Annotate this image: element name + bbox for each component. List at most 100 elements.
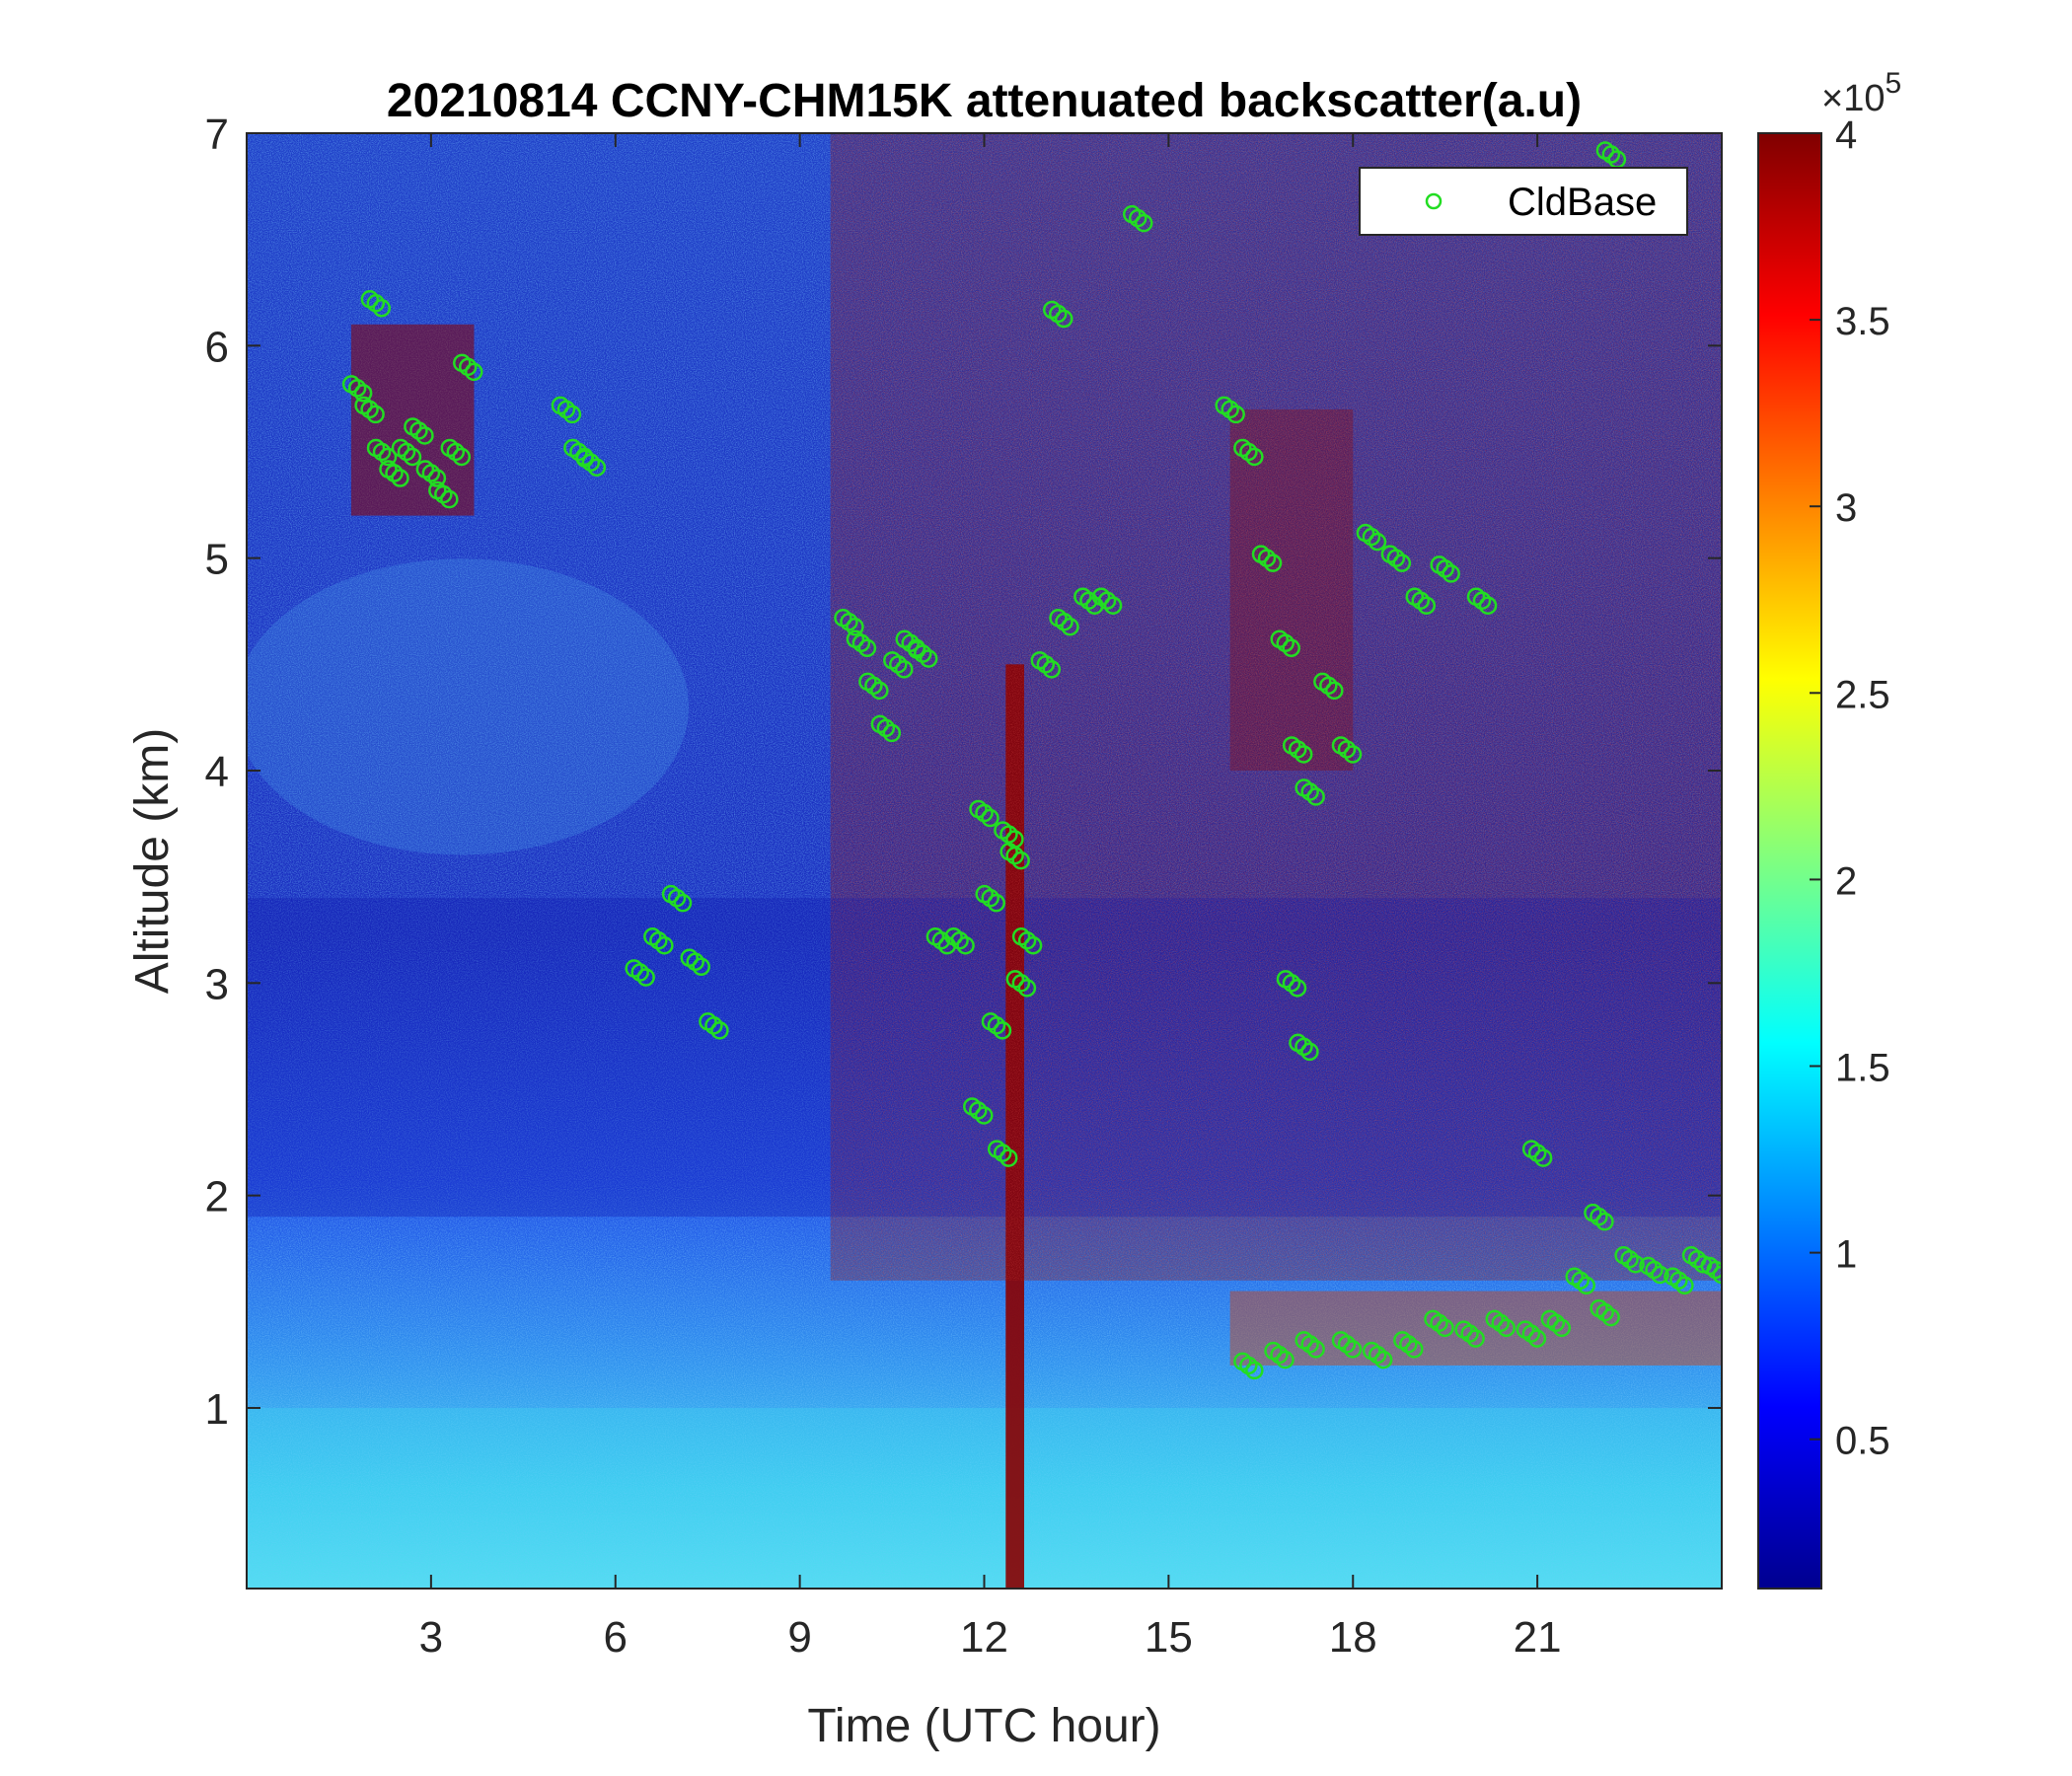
x-axis-label: Time (UTC hour): [807, 1700, 1160, 1752]
cldbase-point: [1055, 309, 1073, 329]
cldbase-point: [440, 489, 459, 509]
colorbar-ticks: 0.5 1 1.5 2 2.5 3 3.5 4: [1810, 113, 1890, 1463]
cldbase-point: [1442, 564, 1460, 583]
colorbar-tick-label: 3.5: [1835, 300, 1890, 343]
cldbase-point: [415, 460, 435, 479]
cldbase-point: [1134, 213, 1153, 233]
x-tick-label: 3: [419, 1613, 443, 1662]
cldbase-point: [710, 1021, 729, 1040]
y-tick-label: 6: [205, 323, 229, 371]
cldbase-point: [999, 1148, 1018, 1167]
x-tick-label: 15: [1145, 1613, 1193, 1662]
cldbase-point: [551, 396, 570, 415]
cldbase-point: [1331, 1331, 1351, 1350]
cldbase-point: [1454, 1320, 1473, 1339]
cldbase-point: [846, 629, 865, 649]
colorbar-tick-label: 2: [1835, 859, 1857, 903]
colorbar-gradient: [1757, 132, 1822, 1590]
cldbase-point: [1405, 1340, 1424, 1359]
cldbase-point: [1061, 618, 1079, 636]
colorbar-tick-label: 3: [1835, 486, 1857, 530]
colorbar-exponent: ×105: [1821, 67, 1901, 119]
y-axis-label: Altitude (km): [126, 728, 179, 994]
cldbase-point: [846, 618, 864, 636]
cldbase-point: [1614, 1245, 1633, 1265]
legend: CldBase: [1359, 167, 1688, 236]
cldbase-point: [969, 799, 988, 819]
cldbase-point: [1306, 787, 1325, 806]
cldbase-point: [858, 672, 877, 692]
cldbase-point: [372, 299, 392, 318]
cldbase-point: [341, 375, 361, 394]
cldbase-point: [1577, 1276, 1595, 1295]
cldbase-point: [1306, 1340, 1325, 1359]
cldbase-point: [994, 821, 1012, 840]
cldbase-point: [1639, 1256, 1658, 1276]
cldbase-point: [882, 723, 902, 743]
y-axis-ticks: 1 2 3 4 5 6 7: [205, 111, 1722, 1434]
colorbar: 0.5 1 1.5 2 2.5 3 3.5 4 ×105: [1757, 67, 1901, 1590]
cldbase-point: [636, 968, 655, 987]
cldbase-point: [1430, 555, 1448, 574]
cldbase-point: [1595, 141, 1615, 160]
cldbase-point: [870, 714, 890, 734]
cldbase-point: [625, 959, 643, 978]
cldbase-point: [981, 1012, 1000, 1031]
cldbase-point: [987, 893, 1005, 913]
cldbase-point: [1516, 1320, 1535, 1339]
cldbase-point: [1595, 1212, 1614, 1231]
cldbase-point: [981, 808, 999, 828]
cldbase-point: [956, 935, 975, 955]
cldbase-point: [1540, 1309, 1560, 1329]
cldbase-point: [1289, 1033, 1307, 1053]
x-tick-label: 9: [787, 1613, 811, 1662]
cldbase-point: [427, 469, 447, 487]
cldbase-point: [1295, 1331, 1313, 1350]
cldbase-point: [1042, 660, 1062, 679]
cldbase-point: [379, 460, 398, 479]
cldbase-point: [1584, 1203, 1602, 1222]
cldbase-point: [1651, 1265, 1669, 1285]
cldbase-point: [1270, 629, 1289, 649]
cldbase-point: [1356, 523, 1375, 543]
cldbase-point: [661, 884, 681, 904]
colorbar-tick-label: 4: [1835, 113, 1857, 157]
cldbase-point: [1122, 204, 1142, 224]
cldbase-point: [1294, 745, 1313, 764]
cldbase-point: [1245, 1361, 1264, 1380]
cldbase-point: [1313, 672, 1332, 692]
cldbase-point: [1325, 681, 1344, 701]
cldbase-point: [944, 926, 963, 946]
cldbase-point: [1030, 651, 1050, 670]
cldbase-point: [353, 384, 373, 403]
cldbase-point: [987, 1140, 1006, 1158]
x-tick-label: 21: [1514, 1613, 1562, 1662]
cldbase-point: [895, 660, 914, 679]
cldbase-point: [1527, 1329, 1547, 1348]
backscatter-heatmap: [247, 133, 1722, 1589]
heatmap-regions: [247, 133, 1722, 1589]
cldbase-point: [465, 362, 483, 382]
cldbase-markers: [341, 141, 1722, 1380]
cldbase-point: [1011, 851, 1030, 870]
cldbase-point: [1380, 545, 1400, 563]
y-tick-label: 5: [205, 536, 229, 584]
cldbase-point: [1091, 587, 1111, 606]
x-tick-label: 18: [1329, 1613, 1377, 1662]
cldbase-point: [999, 842, 1018, 861]
cldbase-point: [1565, 1267, 1584, 1287]
y-tick-label: 7: [205, 111, 229, 159]
heatmap-warm-noise: [830, 133, 1722, 1281]
cldbase-point: [1233, 438, 1252, 458]
heatmap-surface-layer: [247, 1407, 1722, 1589]
cldbase-point: [919, 649, 938, 668]
cldbase-point: [1300, 1042, 1319, 1062]
cldbase-point: [1373, 1350, 1393, 1369]
cldbase-point: [1368, 532, 1387, 552]
cldbase-point: [643, 926, 662, 946]
cldbase-point: [453, 353, 472, 373]
y-tick-label: 1: [205, 1385, 229, 1434]
cldbase-point: [415, 426, 434, 445]
cldbase-point: [895, 629, 914, 649]
